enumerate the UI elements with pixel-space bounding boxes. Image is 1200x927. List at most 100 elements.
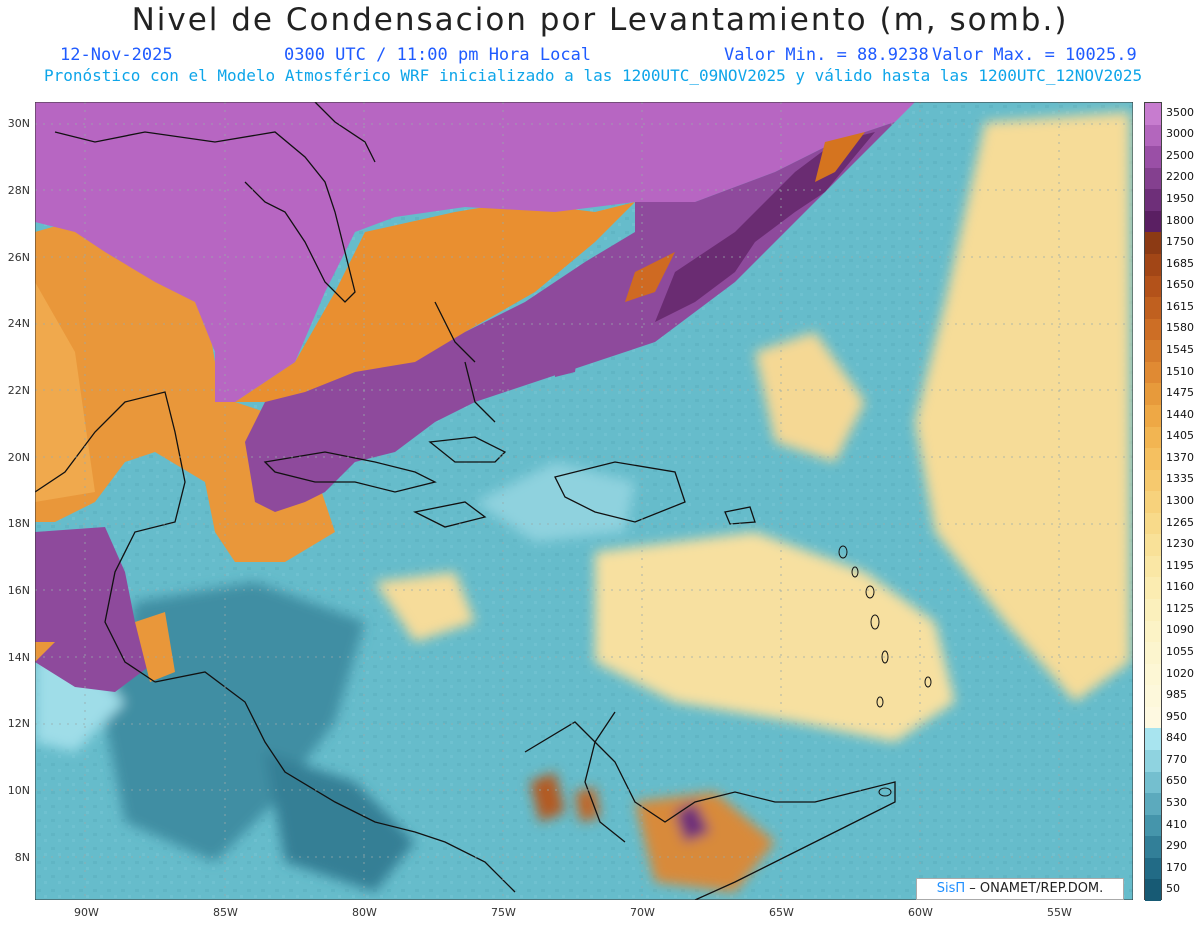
colorbar-label: 1370: [1166, 450, 1194, 464]
colorbar-swatch: [1145, 253, 1161, 277]
colorbar-swatch: [1145, 728, 1161, 751]
lat-label-8n: 8N: [14, 851, 30, 864]
colorbar-swatch: [1145, 210, 1161, 233]
colorbar-label: 290: [1166, 839, 1187, 853]
colorbar-label: 1020: [1166, 666, 1194, 680]
lcl-shading: [35, 112, 1130, 892]
colorbar-swatch: [1145, 793, 1161, 816]
colorbar-label: 1125: [1166, 601, 1194, 615]
colorbar-swatch: [1145, 275, 1161, 298]
colorbar-label: 1335: [1166, 472, 1194, 486]
colorbar-label: 1475: [1166, 386, 1194, 400]
colorbar-label: 1650: [1166, 278, 1194, 292]
chart-title: Nivel de Condensacion por Levantamiento …: [131, 2, 1069, 38]
colorbar-swatch: [1145, 232, 1161, 255]
colorbar-label: 840: [1166, 731, 1187, 745]
credit-org: – ONAMET/REP.DOM.: [969, 881, 1104, 896]
colorbar-label: 1055: [1166, 644, 1194, 658]
colorbar-swatch: [1145, 620, 1161, 643]
colorbar-swatch: [1145, 534, 1161, 557]
colorbar-label: 410: [1166, 817, 1187, 831]
lat-label-24n: 24N: [7, 317, 30, 330]
colorbar-swatch: [1145, 491, 1161, 514]
colorbar-swatch: [1145, 124, 1161, 147]
colorbar-swatch: [1145, 706, 1161, 729]
island-outlines: [838, 545, 932, 797]
colorbar-label: 1750: [1166, 235, 1194, 249]
colorbar-swatch: [1145, 771, 1161, 794]
lon-label-65w: 65W: [769, 906, 794, 919]
colorbar-swatch: [1145, 599, 1161, 622]
colorbar-swatch: [1145, 469, 1161, 492]
lon-label-60w: 60W: [908, 906, 933, 919]
lat-label-28n: 28N: [7, 184, 30, 197]
lat-label-22n: 22N: [7, 384, 30, 397]
colorbar-swatch: [1145, 426, 1161, 449]
colorbar-swatch: [1145, 857, 1161, 880]
colorbar-label: 2500: [1166, 148, 1194, 162]
colorbar-swatch: [1145, 750, 1161, 773]
colorbar-label: 530: [1166, 795, 1187, 809]
gulf-purple-area: [35, 102, 915, 402]
colorbar-swatch: [1145, 814, 1161, 837]
lat-label-10n: 10N: [7, 784, 30, 797]
central-america-purple-area: [35, 527, 155, 692]
lon-label-80w: 80W: [352, 906, 377, 919]
lat-label-26n: 26N: [7, 251, 30, 264]
colorbar-swatch: [1145, 318, 1161, 341]
colorbar-label: 50: [1166, 882, 1180, 896]
lon-label-75w: 75W: [491, 906, 516, 919]
colorbar-swatch: [1145, 448, 1161, 471]
colorbar-label: 1950: [1166, 192, 1194, 206]
colorbar-label: 1160: [1166, 580, 1194, 594]
colorbar-swatch: [1145, 146, 1161, 169]
colorbar-label: 1510: [1166, 364, 1194, 378]
max-value: Valor Max. = 10025.9: [932, 45, 1137, 65]
colorbar-label: 650: [1166, 774, 1187, 788]
colorbar-swatch: [1145, 512, 1161, 535]
colorbar-label: 1800: [1166, 213, 1194, 227]
colorbar-label: 1545: [1166, 343, 1194, 357]
coastlines: [35, 102, 896, 900]
model-info: Pronóstico con el Modelo Atmosférico WRF…: [44, 66, 1143, 85]
colorbar-swatch: [1145, 642, 1161, 665]
lon-label-55w: 55W: [1047, 906, 1072, 919]
forecast-time: 0300 UTC / 11:00 pm Hora Local: [284, 45, 592, 65]
colorbar-swatch: [1145, 383, 1161, 406]
bahamas-purple-band: [245, 102, 915, 512]
colorbar-label: 1300: [1166, 494, 1194, 507]
lon-label-70w: 70W: [630, 906, 655, 919]
colorbar-label: 170: [1166, 860, 1187, 874]
sispi-logo: SisΠ: [936, 881, 966, 896]
colorbar-swatch: [1145, 103, 1161, 126]
colorbar-swatch: [1145, 577, 1161, 600]
colorbar-label: 1685: [1166, 256, 1194, 270]
lat-label-16n: 16N: [7, 584, 30, 597]
colorbar-swatch: [1145, 297, 1161, 320]
colorbar-label: 1405: [1166, 429, 1194, 443]
lat-label-20n: 20N: [7, 451, 30, 464]
colorbar-label: 1195: [1166, 558, 1194, 572]
lat-label-18n: 18N: [7, 517, 30, 530]
lat-label-30n: 30N: [7, 117, 30, 130]
lon-label-90w: 90W: [74, 906, 99, 919]
colorbar-label: 3000: [1166, 127, 1194, 141]
graticule: [35, 102, 1133, 900]
lat-label-14n: 14N: [7, 651, 30, 664]
min-value: Valor Min. = 88.9238: [724, 45, 929, 65]
credit-box: SisΠ – ONAMET/REP.DOM.: [916, 878, 1124, 900]
colorbar-swatch: [1145, 340, 1161, 363]
colorbar-label: 1090: [1166, 623, 1194, 637]
colorbar-swatch: [1145, 663, 1161, 686]
forecast-date: 12-Nov-2025: [60, 45, 173, 65]
colorbar-label: 770: [1166, 752, 1187, 766]
colorbar-label: 3500: [1166, 105, 1194, 119]
lon-label-85w: 85W: [213, 906, 238, 919]
colorbar-label: 2200: [1166, 170, 1194, 184]
colorbar-swatch: [1145, 361, 1161, 384]
colorbar-label: 1230: [1166, 537, 1194, 551]
colorbar-swatch: [1145, 404, 1161, 427]
colorbar-swatch: [1145, 836, 1161, 859]
lcl-map: [35, 102, 1133, 900]
colorbar-label: 1265: [1166, 515, 1194, 529]
